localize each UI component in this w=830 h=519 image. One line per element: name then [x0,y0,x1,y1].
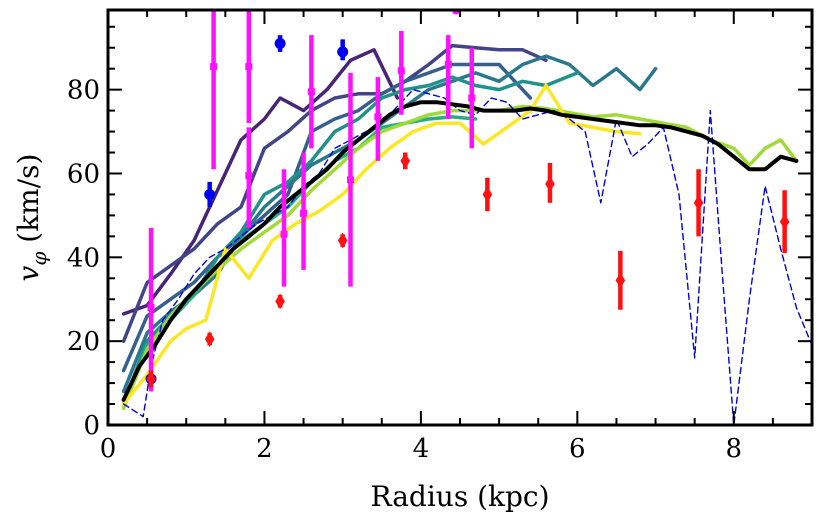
red-diamonds-point [779,213,790,230]
series-layer [121,43,812,425]
magenta-squares-point [374,113,382,121]
red-diamonds-point [204,331,215,347]
blue-circles-point [204,188,216,200]
magenta-squares-point [452,10,460,14]
magenta-squares-point [210,63,218,71]
series-line-dashed-reference [122,88,812,425]
x-tick-label: 2 [256,434,273,464]
series-line-model-2 [121,43,548,343]
series-line-mean [121,100,799,402]
y-axis-label: vφ (km/s) [12,154,51,282]
magenta-squares-point [468,94,476,102]
x-tick-label: 4 [413,434,430,464]
blue-circles-point [274,38,286,50]
y-tick-label: 0 [83,411,100,441]
x-axis-label: Radius (kpc) [370,480,549,513]
points-layer [145,10,790,392]
y-axis-symbol: v [12,265,45,281]
magenta-squares-point [245,172,253,180]
magenta-squares-point [307,88,315,96]
y-tick-label: 40 [67,243,100,273]
magenta-squares-point [444,60,452,68]
blue-circles-point [337,46,349,58]
magenta-squares-point [245,63,253,71]
red-diamonds-point [337,232,348,249]
red-diamonds-point [545,176,555,192]
y-axis-subscript: φ [27,252,51,266]
x-tick-label: 8 [726,434,743,464]
red-diamonds-point [693,195,704,211]
x-tick-label: 6 [569,434,586,464]
magenta-squares-point [147,304,155,312]
series-line-model-3 [121,62,533,373]
magenta-squares-point [397,67,405,75]
series-line-model-1 [121,48,400,316]
y-tick-label: 20 [67,327,100,357]
magenta-squares-point [300,209,308,217]
red-diamonds-point [146,371,156,387]
magenta-squares-point [280,230,288,238]
x-tick-label: 0 [100,434,117,464]
red-diamonds-point [615,272,626,289]
y-tick-label: 80 [67,76,100,106]
y-axis-unit: (km/s) [12,154,45,252]
y-tick-label: 60 [67,159,100,189]
red-diamonds-point [275,293,285,310]
red-diamonds-point [400,153,411,169]
red-diamonds-point [482,186,493,203]
magenta-squares-point [346,176,354,184]
